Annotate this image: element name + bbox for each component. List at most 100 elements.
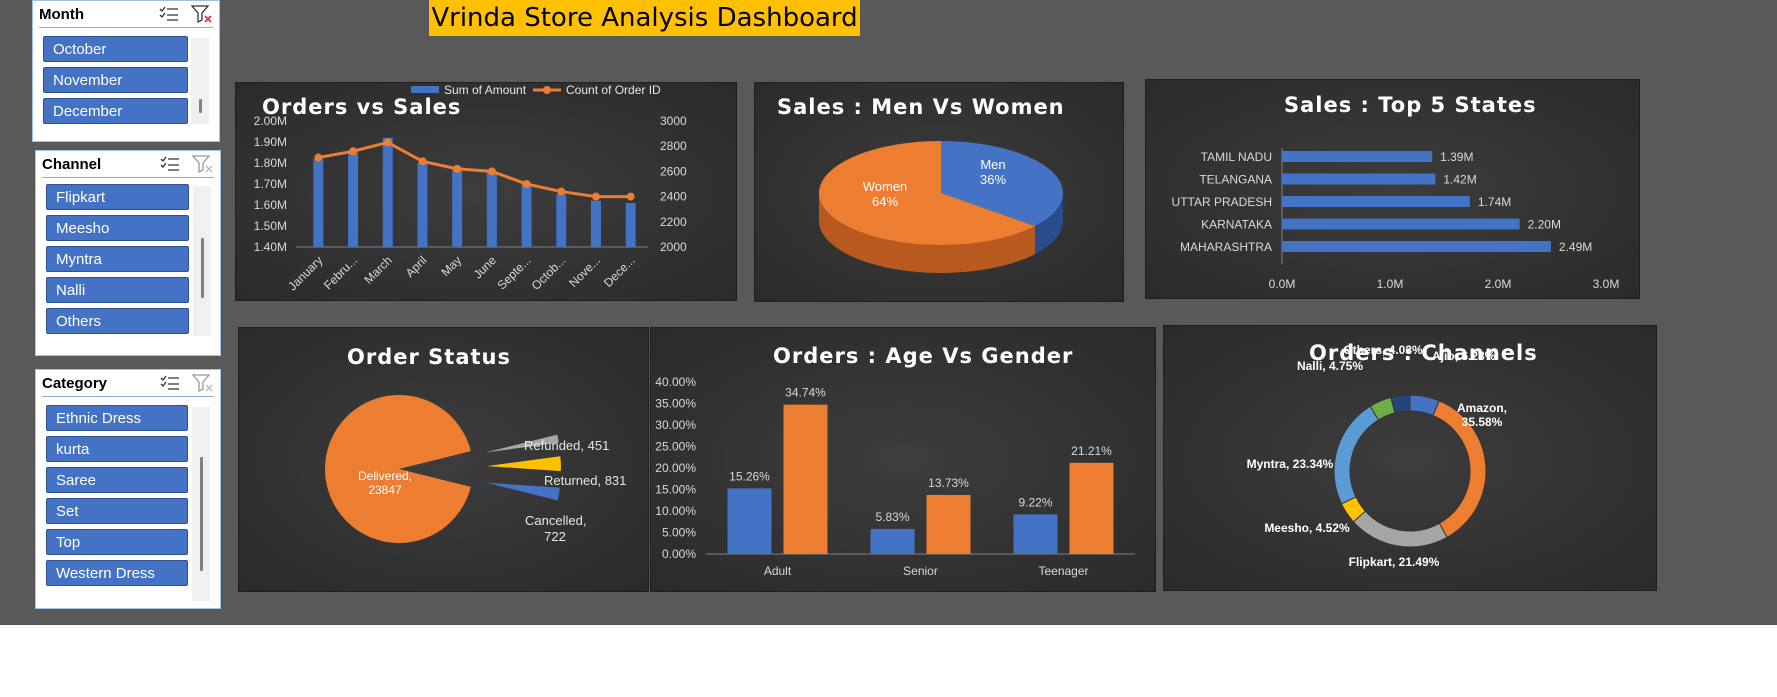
line-point bbox=[557, 187, 566, 196]
orders-vs-sales-panel[interactable]: Orders vs Sales Sum of Amount Count of Or… bbox=[235, 82, 737, 301]
bar bbox=[1282, 218, 1520, 230]
channel-slicer-title: Channel bbox=[42, 155, 102, 173]
bar bbox=[486, 171, 497, 247]
data-label: 2.20M bbox=[1528, 218, 1561, 232]
channel-slicer-header: Channel bbox=[42, 151, 214, 178]
slice-label: Ajio, 6.28% bbox=[1432, 349, 1496, 363]
y-tick-label: 0.00% bbox=[662, 547, 696, 561]
y-tick-label: 1.60M bbox=[254, 198, 287, 212]
bar bbox=[625, 202, 636, 247]
slicer-item-ethnic-dress[interactable]: Ethnic Dress bbox=[46, 405, 188, 431]
bar bbox=[1282, 196, 1470, 207]
legend-swatch-amount bbox=[411, 86, 439, 93]
x-tick-label: May bbox=[438, 253, 464, 279]
chart-title: Orders : Age Vs Gender bbox=[773, 344, 1074, 368]
chart-title: Orders vs Sales bbox=[262, 95, 462, 119]
data-label: 5.83% bbox=[875, 510, 909, 524]
y-tick-label: 30.00% bbox=[655, 418, 696, 432]
age-vs-gender-chart: 0.00% 5.00% 10.00% 15.00% 20.00% 25.00% 30.00%… bbox=[655, 375, 1135, 578]
category-label: TAMIL NADU bbox=[1201, 150, 1272, 164]
multi-select-icon[interactable] bbox=[160, 375, 180, 391]
slice-label: Refunded, 451 bbox=[524, 438, 609, 453]
slicer-item-meesho[interactable]: Meesho bbox=[46, 215, 189, 241]
slice-label: Cancelled, bbox=[525, 513, 586, 528]
pie-slice-men bbox=[941, 141, 1063, 227]
bar bbox=[417, 163, 428, 247]
order-status-chart: Delivered,23847 Refunded, 451 Returned, 83… bbox=[325, 395, 626, 544]
slicer-item-western-dress[interactable]: Western Dress bbox=[46, 560, 188, 586]
category-slicer-scrollbar[interactable] bbox=[192, 407, 210, 601]
bar bbox=[1282, 241, 1551, 252]
x-tick-label: Dece... bbox=[601, 253, 638, 290]
dashboard-title: Vrinda Store Analysis Dashboard bbox=[429, 0, 860, 36]
bar bbox=[1282, 151, 1433, 162]
line-point bbox=[349, 147, 358, 156]
slicer-item-flipkart[interactable]: Flipkart bbox=[46, 184, 189, 210]
scrollbar-thumb[interactable] bbox=[200, 457, 203, 571]
slice-label: Delivered, bbox=[358, 469, 412, 483]
slice-label: Others, 4.03% bbox=[1343, 343, 1423, 357]
bar bbox=[521, 184, 532, 247]
slice-label: Men bbox=[980, 157, 1005, 172]
bar bbox=[926, 494, 971, 554]
month-slicer-title: Month bbox=[39, 5, 84, 23]
slice-label: Women bbox=[863, 179, 908, 194]
scrollbar-thumb[interactable] bbox=[201, 238, 204, 298]
channel-slicer-scrollbar[interactable] bbox=[193, 186, 211, 336]
slice-label: 64% bbox=[872, 194, 898, 209]
slice-label: Meesho, 4.52% bbox=[1264, 521, 1350, 535]
slicer-item-top[interactable]: Top bbox=[46, 529, 188, 555]
x-tick-label: Octob... bbox=[529, 253, 569, 293]
month-slicer-scrollbar[interactable] bbox=[191, 38, 209, 124]
doughnut-slice bbox=[1333, 405, 1380, 505]
filter-icon[interactable] bbox=[192, 154, 214, 174]
slicer-item-set[interactable]: Set bbox=[46, 498, 188, 524]
doughnut-slice bbox=[1390, 394, 1411, 414]
multi-select-icon[interactable] bbox=[160, 156, 180, 172]
age-vs-gender-panel[interactable]: Orders : Age Vs Gender 0.00% 5.00% 10.00% 1… bbox=[650, 327, 1156, 592]
slice-label: Nalli, 4.75% bbox=[1297, 359, 1363, 373]
top-5-states-panel[interactable]: Sales : Top 5 States TAMIL NADU 1.39M TELA… bbox=[1145, 79, 1640, 299]
bar bbox=[590, 200, 601, 247]
y-tick-label: 1.40M bbox=[254, 240, 287, 254]
x-tick-label: 1.0M bbox=[1377, 277, 1404, 291]
slicer-item-others[interactable]: Others bbox=[46, 308, 189, 334]
y2-tick-label: 2000 bbox=[660, 240, 687, 254]
slice-label: 23847 bbox=[368, 483, 402, 497]
data-label: 2.49M bbox=[1559, 240, 1592, 254]
bar bbox=[870, 528, 915, 554]
filter-icon[interactable] bbox=[192, 373, 214, 393]
y2-tick-label: 3000 bbox=[660, 114, 687, 128]
bar bbox=[783, 404, 828, 554]
slice-label: 35.58% bbox=[1462, 415, 1503, 429]
y-tick-label: 10.00% bbox=[655, 504, 696, 518]
slicer-item-december[interactable]: December bbox=[43, 98, 188, 124]
slicer-item-saree[interactable]: Saree bbox=[46, 467, 188, 493]
slicer-item-myntra[interactable]: Myntra bbox=[46, 246, 189, 272]
pie-slice-women bbox=[819, 141, 1036, 245]
slicer-item-kurta[interactable]: kurta bbox=[46, 436, 188, 462]
slice-label: Flipkart, 21.49% bbox=[1349, 555, 1440, 569]
channels-panel[interactable]: Orders : Channels Ajio, 6.28% Amazon, 35.5… bbox=[1163, 325, 1657, 591]
clear-filter-icon[interactable] bbox=[191, 4, 213, 24]
month-slicer-header: Month bbox=[39, 1, 213, 28]
slice-label: Myntra, 23.34% bbox=[1247, 457, 1334, 471]
bar bbox=[1069, 462, 1114, 554]
pie-slice-returned bbox=[486, 456, 561, 472]
data-label: 13.73% bbox=[928, 476, 969, 490]
slicer-item-nalli[interactable]: Nalli bbox=[46, 277, 189, 303]
pie-slice-refunded bbox=[485, 434, 559, 453]
y-tick-label: 1.50M bbox=[254, 219, 287, 233]
men-vs-women-panel[interactable]: Sales : Men Vs Women Men 36% Women 64% bbox=[754, 82, 1124, 302]
order-status-panel[interactable]: Order Status Delivered, 23847 Refunded, 45… bbox=[238, 327, 649, 592]
line-point bbox=[314, 153, 323, 162]
slicer-item-october[interactable]: October bbox=[43, 36, 188, 62]
multi-select-icon[interactable] bbox=[159, 6, 179, 22]
data-label: 34.74% bbox=[785, 386, 826, 400]
x-tick-label: Teenager bbox=[1038, 564, 1088, 578]
y-tick-label: 20.00% bbox=[655, 461, 696, 475]
slicer-item-november[interactable]: November bbox=[43, 67, 188, 93]
category-label: UTTAR PRADESH bbox=[1172, 195, 1272, 209]
scrollbar-thumb[interactable] bbox=[199, 99, 202, 113]
